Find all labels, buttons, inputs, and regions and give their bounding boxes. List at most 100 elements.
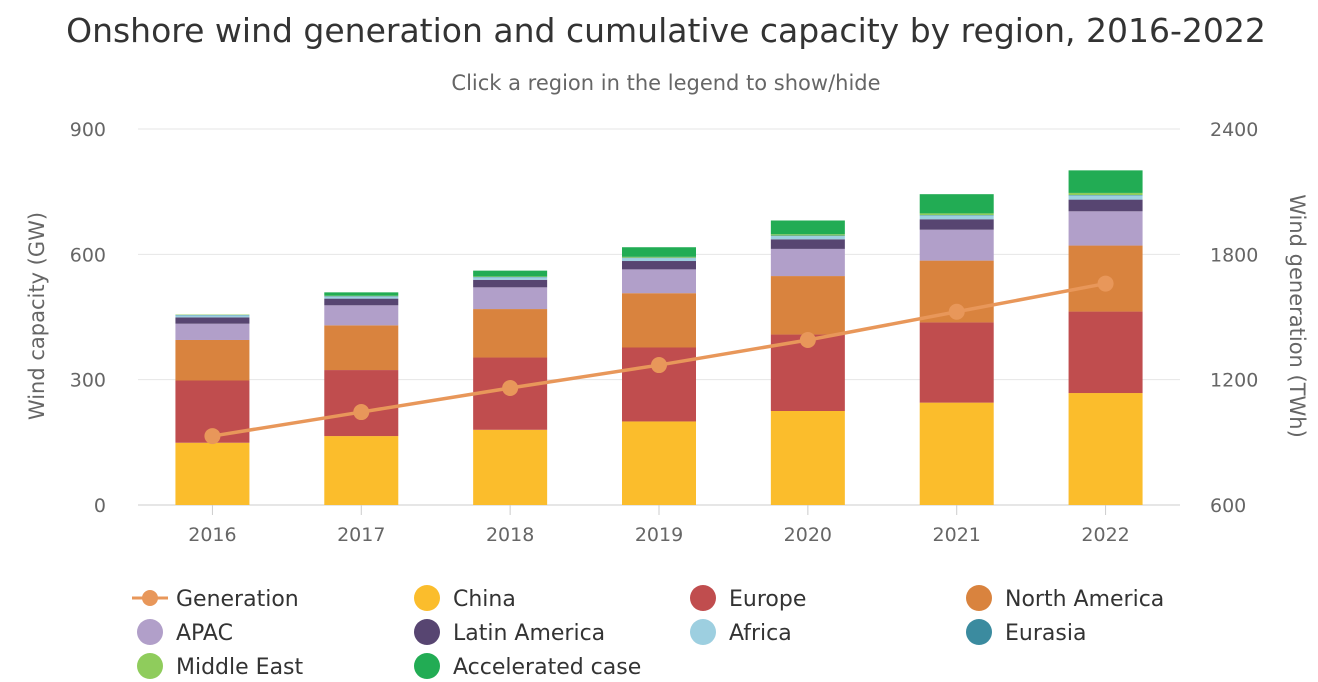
y-left-axis-title: Wind capacity (GW) <box>25 212 49 420</box>
x-tick-label: 2019 <box>635 524 683 546</box>
x-tick-label: 2018 <box>486 524 534 546</box>
legend-label: North America <box>1005 587 1164 612</box>
legend-label: Europe <box>729 587 806 612</box>
bar-segment-middle-east <box>770 234 845 236</box>
bar-segment-north-america <box>175 339 250 381</box>
bar-segment-north-america <box>622 293 696 348</box>
bar-segment-latin-america <box>770 239 845 249</box>
y-left-tick-label: 0 <box>94 495 106 517</box>
bar-segment-latin-america <box>175 317 250 324</box>
legend-label: Accelerated case <box>453 655 641 680</box>
bar-segment-latin-america <box>1068 199 1143 212</box>
legend-label: Latin America <box>453 621 605 646</box>
legend-label: Eurasia <box>1005 621 1086 646</box>
chart-title: Onshore wind generation and cumulative c… <box>66 11 1266 50</box>
bar-segment-apac <box>473 287 548 310</box>
bar-segment-africa <box>1068 195 1143 200</box>
x-tick-label: 2017 <box>337 524 385 546</box>
bar-segment-europe <box>919 322 994 403</box>
legend-swatch <box>690 619 716 645</box>
x-tick-label: 2022 <box>1081 524 1129 546</box>
bar-segment-middle-east <box>919 213 994 216</box>
bar-segment-apac <box>622 269 696 294</box>
legend: Generation China Europe North America APAC La… <box>132 585 1164 680</box>
bar-segment-accelerated-case <box>324 292 399 296</box>
generation-point <box>204 428 221 445</box>
bar-segment-china <box>324 436 399 505</box>
y-left-tick-label: 900 <box>70 119 106 141</box>
legend-item-accelerated-case[interactable]: Accelerated case <box>414 653 641 680</box>
generation-point <box>799 331 816 348</box>
bar-segment-latin-america <box>919 219 994 230</box>
legend-swatch <box>414 653 440 679</box>
legend-swatch <box>414 585 440 611</box>
bar-segment-europe <box>324 370 399 437</box>
y-right-axis-title: Wind generation (TWh) <box>1285 194 1309 438</box>
generation-point <box>651 357 667 374</box>
bar-segment-china <box>622 421 696 505</box>
bar-segment-latin-america <box>473 279 548 288</box>
bar-segment-accelerated-case <box>770 220 845 235</box>
bar-segment-middle-east <box>622 256 696 258</box>
legend-label: China <box>453 587 516 612</box>
legend-label: Middle East <box>176 655 304 680</box>
y-left-tick-label: 300 <box>70 370 106 392</box>
legend-label: Generation <box>176 587 299 612</box>
bar-segment-middle-east <box>1068 192 1143 196</box>
legend-item-north-america[interactable]: North America <box>966 585 1164 612</box>
bar-segment-accelerated-case <box>622 247 696 257</box>
generation-line <box>204 275 1114 445</box>
bar-segment-apac <box>324 305 399 326</box>
legend-item-africa[interactable]: Africa <box>690 619 792 646</box>
bars <box>175 170 1143 505</box>
legend-label: APAC <box>176 621 233 646</box>
bar-segment-latin-america <box>622 261 696 270</box>
legend-item-eurasia[interactable]: Eurasia <box>966 619 1086 646</box>
bar-segment-china <box>770 411 845 505</box>
bar-segment-africa <box>473 277 548 280</box>
bar-segment-apac <box>175 323 250 340</box>
chart-subtitle: Click a region in the legend to show/hid… <box>451 71 880 95</box>
legend-item-china[interactable]: China <box>414 585 516 612</box>
generation-point <box>948 303 965 320</box>
legend-swatch <box>137 653 163 679</box>
legend-point-marker <box>142 590 158 606</box>
bar-segment-africa <box>919 215 994 220</box>
legend-item-apac[interactable]: APAC <box>137 619 233 646</box>
generation-point <box>502 380 519 397</box>
bar-segment-accelerated-case <box>1068 170 1143 193</box>
bar-segment-accelerated-case <box>919 194 994 214</box>
y-right-tick-label: 600 <box>1210 495 1246 517</box>
bar-segment-africa <box>324 296 399 299</box>
legend-item-generation[interactable]: Generation <box>132 587 299 612</box>
legend-swatch <box>137 619 163 645</box>
y-right-tick-label: 2400 <box>1210 119 1258 141</box>
bar-segment-africa <box>175 315 250 318</box>
legend-item-middle-east[interactable]: Middle East <box>137 653 304 680</box>
legend-item-europe[interactable]: Europe <box>690 585 806 612</box>
bar-segment-china <box>473 429 548 505</box>
bar-segment-north-america <box>473 309 548 358</box>
bar-segment-china <box>175 442 250 505</box>
legend-swatch <box>966 585 992 611</box>
legend-swatch <box>414 619 440 645</box>
bar-segment-china <box>919 402 994 505</box>
bar-segment-africa <box>770 235 845 240</box>
bar-segment-apac <box>770 248 845 277</box>
bar-segment-latin-america <box>324 298 399 306</box>
y-left-tick-label: 600 <box>70 244 106 266</box>
generation-point <box>353 404 370 421</box>
generation-point <box>1097 275 1114 292</box>
legend-item-latin-america[interactable]: Latin America <box>414 619 605 646</box>
x-tick-label: 2020 <box>784 524 832 546</box>
legend-swatch <box>966 619 992 645</box>
bar-segment-apac <box>919 229 994 261</box>
bar-segment-china <box>1068 393 1143 505</box>
bar-segment-europe <box>1068 311 1143 394</box>
bar-segment-apac <box>1068 211 1143 246</box>
y-right-tick-label: 1200 <box>1210 370 1258 392</box>
bar-segment-north-america <box>324 325 399 371</box>
axes: 0 300 600 900 600 1200 1800 2400 2016 2017 2018 201… <box>70 119 1259 546</box>
x-tick-label: 2021 <box>933 524 981 546</box>
